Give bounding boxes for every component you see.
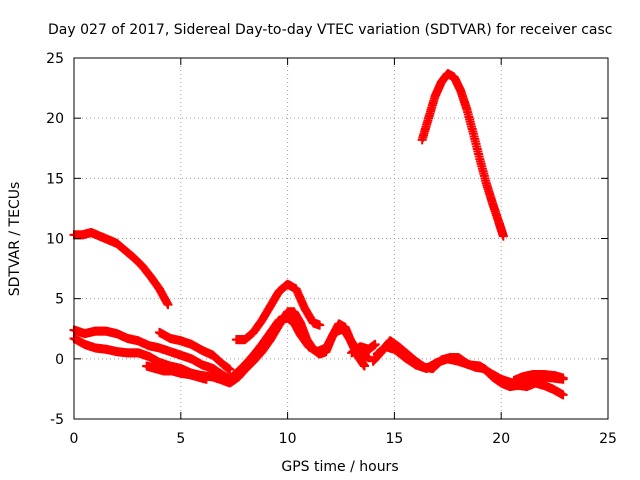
series-arc-5 [154, 327, 235, 375]
data-point-marker [558, 390, 568, 400]
series-arc-7 [142, 361, 211, 384]
series-arc-6 [231, 279, 325, 345]
data-point-marker [315, 320, 325, 330]
y-axis-label: SDTVAR / TECUs [7, 182, 23, 297]
series-arc-1 [69, 227, 173, 310]
series-arc-2 [417, 69, 508, 241]
x-axis-label: GPS time / hours [281, 459, 398, 475]
x-tick-label: 15 [385, 431, 403, 447]
y-tick-label: 5 [55, 292, 64, 308]
x-tick-label: 20 [492, 431, 510, 447]
y-tick-label: 15 [46, 171, 64, 187]
y-tick-label: 0 [55, 352, 64, 368]
series-arc-4 [69, 313, 374, 384]
data-point-marker [163, 300, 173, 310]
x-tick-label: 5 [176, 431, 185, 447]
axis-ticks: 0 5 10 15 20 25 -5 0 5 10 15 20 25 [46, 51, 617, 447]
chart-title: Day 027 of 2017, Sidereal Day-to-day VTE… [48, 22, 612, 38]
data-point-marker [558, 373, 568, 383]
y-tick-label: -5 [50, 412, 64, 428]
data-point-marker [225, 365, 235, 375]
grid-lines [74, 58, 608, 419]
y-tick-label: 20 [46, 111, 64, 127]
data-point-marker [370, 339, 380, 349]
series-arc-11 [347, 339, 380, 358]
series-arc-10 [509, 369, 568, 385]
y-tick-label: 10 [46, 232, 64, 248]
y-tick-label: 25 [46, 51, 64, 67]
data-markers [69, 69, 568, 400]
data-point-marker [201, 374, 211, 384]
x-tick-label: 25 [599, 431, 617, 447]
x-tick-label: 0 [70, 431, 79, 447]
data-point-marker [498, 231, 508, 241]
x-tick-label: 10 [279, 431, 297, 447]
data-point-marker [359, 361, 369, 371]
